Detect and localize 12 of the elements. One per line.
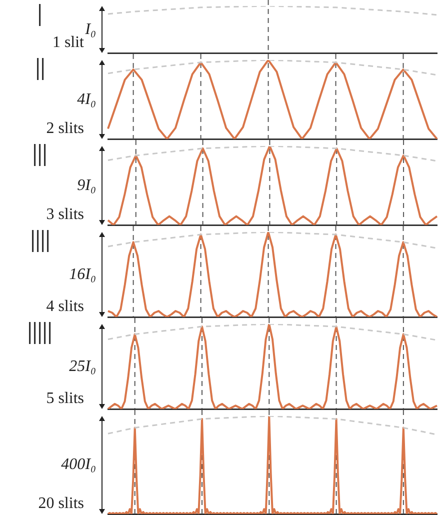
text: 25I₀	[69, 358, 96, 376]
y-axis-title: 20 slits	[38, 495, 84, 513]
text: 9I₀	[77, 176, 96, 194]
text: 400I₀	[61, 456, 96, 474]
y-axis-title: 2 slits	[46, 120, 84, 138]
y-axis-title: 4 slits	[46, 298, 84, 316]
text: 16I₀	[69, 266, 96, 284]
y-axis-title: 5 slits	[46, 390, 84, 408]
text: 4I₀	[77, 90, 96, 108]
y-axis-title: 1 slit	[52, 34, 84, 52]
text: I₀	[85, 20, 96, 38]
y-axis-title: 3 slits	[46, 206, 84, 224]
